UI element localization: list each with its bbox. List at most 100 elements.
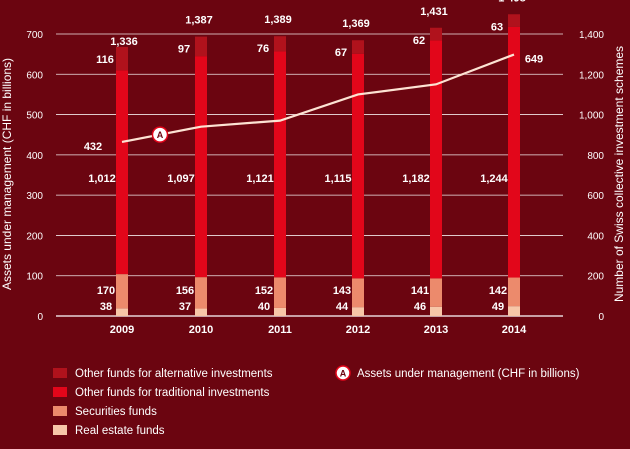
bar-labels: 38 170 1,012 116 1,336 37 156 1,097 97 1,387 40 152… <box>88 0 526 313</box>
bar-label-traditional: 1,115 <box>325 173 352 185</box>
bar-label-alternative: 76 <box>257 43 269 55</box>
left-tick-label: 600 <box>26 70 43 81</box>
right-tick-label: 600 <box>587 191 604 202</box>
left-tick-label: 200 <box>26 231 43 242</box>
bar-label-real-estate: 37 <box>179 301 191 313</box>
right-tick-label: 1,200 <box>579 70 604 81</box>
bar-segment <box>430 40 442 279</box>
bars <box>116 14 520 316</box>
bar-total-label: 1,369 <box>342 18 370 30</box>
bar-total-label: 1,336 <box>110 36 138 48</box>
bar-label-traditional: 1,244 <box>480 173 508 185</box>
bar-segment <box>195 56 207 278</box>
legend-line-label: Assets under management (CHF in billions… <box>357 368 580 380</box>
bar-label-securities: 152 <box>255 285 273 297</box>
bar-segment <box>195 36 207 57</box>
x-tick-label: 2010 <box>189 324 213 336</box>
bar-segment <box>508 26 520 278</box>
bar-label-securities: 143 <box>333 285 351 297</box>
bar-total-label: 1,389 <box>264 14 292 26</box>
legend-label: Other funds for traditional investments <box>75 387 270 399</box>
aum-last-label: 649 <box>525 54 543 66</box>
bar-label-alternative: 63 <box>491 21 503 33</box>
right-tick-label: 800 <box>587 151 604 162</box>
bar-segment <box>352 53 364 279</box>
gridlines <box>56 33 563 317</box>
bar-label-traditional: 1,097 <box>167 173 195 185</box>
x-tick-label: 2012 <box>346 324 370 336</box>
bar-segment <box>274 36 286 52</box>
x-axis-ticks: 2009 2010 2011 2012 2013 2014 <box>110 324 527 336</box>
bar-label-traditional: 1,121 <box>246 173 274 185</box>
bar-segment <box>352 307 364 316</box>
legend-swatch <box>53 406 67 416</box>
legend-swatch <box>53 387 67 397</box>
x-tick-label: 2009 <box>110 324 134 336</box>
bar-label-real-estate: 38 <box>100 301 112 313</box>
legend-label: Real estate funds <box>75 425 165 437</box>
legend-label: Securities funds <box>75 406 157 418</box>
x-tick-label: 2011 <box>268 324 292 336</box>
bar-label-alternative: 116 <box>96 54 114 66</box>
bar-segment <box>352 278 364 308</box>
legend: Other funds for alternative investments O… <box>53 365 580 437</box>
legend-line-marker-text: A <box>340 369 347 379</box>
aum-line: A 432 649 <box>84 53 543 153</box>
bar-segment <box>116 308 128 316</box>
legend-swatch <box>53 425 67 435</box>
bar-segment <box>274 51 286 278</box>
bar-segment <box>195 277 207 309</box>
bar-segment <box>508 14 520 27</box>
left-tick-label: 0 <box>37 312 43 323</box>
bar-label-alternative: 97 <box>178 44 190 56</box>
right-tick-label: 200 <box>587 272 604 283</box>
left-tick-label: 300 <box>26 191 43 202</box>
left-tick-label: 100 <box>26 272 43 283</box>
bar-label-traditional: 1,012 <box>88 173 116 185</box>
right-axis-label: Number of Swiss collective investment sc… <box>612 46 626 302</box>
right-tick-label: 1,400 <box>579 30 604 41</box>
legend-label: Other funds for alternative investments <box>75 368 273 380</box>
right-tick-label: 400 <box>587 231 604 242</box>
bar-total-label: 1 498 <box>498 0 526 4</box>
bar-segment <box>116 274 128 309</box>
bar-segment <box>116 46 128 71</box>
bar-segment <box>352 40 364 54</box>
aum-line-marker <box>151 126 169 143</box>
bar-label-alternative: 62 <box>413 35 425 47</box>
left-tick-label: 700 <box>26 30 43 41</box>
bar-total-label: 1,431 <box>420 6 448 18</box>
bar-segment <box>430 306 442 316</box>
bar-label-real-estate: 46 <box>414 301 426 313</box>
bar-segment <box>116 70 128 275</box>
bar-segment <box>508 306 520 316</box>
left-axis-ticks: 0 100 200 300 400 500 600 700 <box>26 30 43 323</box>
aum-line-marker-text: A <box>157 130 164 140</box>
right-tick-label: 0 <box>598 312 604 323</box>
right-axis-ticks: 0 200 400 600 800 1,000 1,200 1,400 <box>579 30 604 323</box>
bar-label-real-estate: 49 <box>492 301 504 313</box>
legend-line-marker <box>335 365 351 381</box>
left-axis-label: Assets under management (CHF in billions… <box>0 58 14 290</box>
bar-segment <box>430 27 442 41</box>
bar-label-securities: 142 <box>489 285 507 297</box>
bar-segment <box>274 277 286 308</box>
bar-label-real-estate: 40 <box>258 301 270 313</box>
x-tick-label: 2013 <box>424 324 448 336</box>
right-tick-label: 1,000 <box>579 111 604 122</box>
bar-segment <box>274 307 286 316</box>
legend-swatch <box>53 368 67 378</box>
bar-label-securities: 170 <box>97 285 115 297</box>
bar-segment <box>195 308 207 316</box>
bar-segment <box>430 278 442 307</box>
aum-first-label: 432 <box>84 141 102 153</box>
bar-label-real-estate: 44 <box>336 301 349 313</box>
bar-label-securities: 141 <box>411 285 429 297</box>
bar-label-alternative: 67 <box>335 47 347 59</box>
bar-segment <box>508 277 520 307</box>
aum-series-line <box>121 53 515 144</box>
x-tick-label: 2014 <box>502 324 527 336</box>
bar-total-label: 1,387 <box>185 15 213 27</box>
